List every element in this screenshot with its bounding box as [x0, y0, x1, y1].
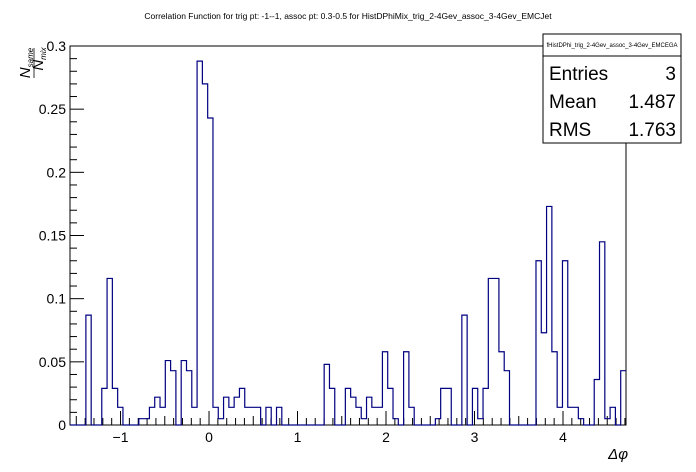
x-tick-label: 1 — [294, 429, 302, 445]
stats-box-name: fHistDPhi_trig_2-4Gev_assoc_3-4Gev_EMCEG… — [546, 43, 677, 49]
x-tick-label: −1 — [113, 429, 129, 445]
y-tick-label: 0.15 — [39, 228, 66, 244]
y-tick-label: 0.3 — [47, 38, 67, 54]
y-tick-label: 0.1 — [47, 291, 67, 307]
stats-box-frame — [542, 33, 682, 144]
stats-mean-value: 1.487 — [628, 92, 676, 113]
x-axis: −1 0 1 2 3 4 — [75, 411, 626, 445]
stats-box: fHistDPhi_trig_2-4Gev_assoc_3-4Gev_EMCEG… — [542, 33, 682, 144]
stats-rms-label: RMS — [549, 120, 591, 141]
y-axis-title: Nsame Nmix — [17, 46, 48, 78]
stats-mean-label: Mean — [549, 92, 597, 113]
y-tick-label: 0.25 — [39, 101, 66, 117]
y-axis-denominator: N — [30, 60, 47, 71]
x-axis-title: Δφ — [607, 446, 628, 463]
x-tick-label: 3 — [471, 429, 479, 445]
y-axis-numerator-subscript: same — [26, 47, 35, 67]
stats-entries-label: Entries — [549, 64, 608, 85]
y-axis-denominator-subscript: mix — [39, 46, 48, 59]
y-axis-numerator: N — [17, 67, 34, 78]
x-tick-label: 0 — [205, 429, 213, 445]
svg-text:Nmix: Nmix — [30, 46, 48, 70]
y-tick-label: 0 — [58, 417, 66, 433]
chart-title: Correlation Function for trig pt: -1--1,… — [144, 11, 552, 21]
y-axis: 0 0.05 0.1 0.15 0.2 0.25 0.3 — [39, 38, 84, 433]
y-tick-label: 0.05 — [39, 354, 66, 370]
histogram-series — [70, 60, 626, 426]
y-tick-label: 0.2 — [47, 164, 67, 180]
stats-entries-value: 3 — [665, 64, 676, 85]
histogram-line — [70, 60, 626, 426]
x-tick-label: 4 — [559, 429, 567, 445]
stats-rms-value: 1.763 — [628, 120, 676, 141]
svg-text:Nsame: Nsame — [17, 47, 35, 78]
x-tick-label: 2 — [382, 429, 390, 445]
